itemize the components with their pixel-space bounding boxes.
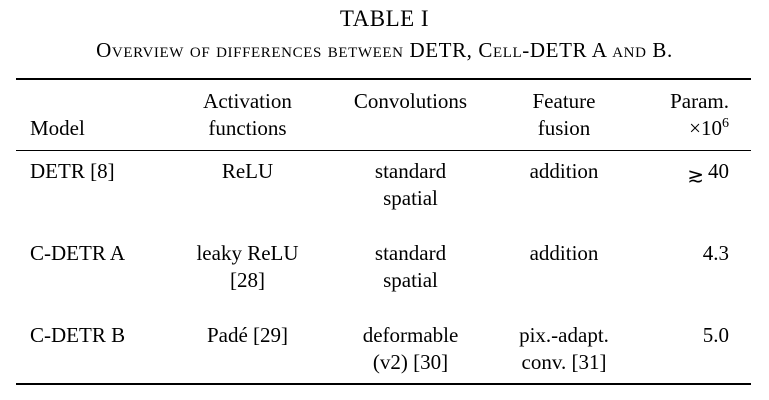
- bottom-rule: [16, 383, 751, 385]
- row1-activation: ReLU: [221, 159, 274, 183]
- row1-model: DETR [8]: [30, 159, 115, 183]
- header-rule: [16, 150, 751, 151]
- approx-geq-icon: ≳: [687, 163, 704, 187]
- header-activation: Activation functions: [203, 89, 292, 140]
- header-feature-fusion: Feature fusion: [532, 89, 596, 140]
- row1-convolutions: standard spatial: [374, 159, 447, 210]
- row1-params: ≳ 40: [687, 159, 729, 187]
- row3-params: 5.0: [702, 323, 729, 347]
- table-caption: Overview of differences between DETR, Ce…: [96, 38, 673, 62]
- row2-feature-fusion: addition: [529, 241, 599, 265]
- row3-model: C-DETR B: [30, 323, 126, 347]
- row2-model: C-DETR A: [30, 241, 126, 265]
- header-params: Param. ×106: [670, 89, 729, 140]
- header-convolutions: Convolutions: [353, 89, 468, 113]
- row2-params: 4.3: [702, 241, 729, 265]
- row3-convolutions: deformable (v2) [30]: [362, 323, 459, 374]
- row2-activation: leaky ReLU [28]: [196, 241, 299, 292]
- header-model: Model: [30, 116, 85, 140]
- row3-activation: Padé [29]: [206, 323, 289, 347]
- row2-convolutions: standard spatial: [374, 241, 447, 292]
- top-rule: [16, 78, 751, 80]
- table-number: TABLE I: [339, 6, 430, 31]
- row1-feature-fusion: addition: [529, 159, 599, 183]
- row3-feature-fusion: pix.-adapt. conv. [31]: [519, 323, 609, 374]
